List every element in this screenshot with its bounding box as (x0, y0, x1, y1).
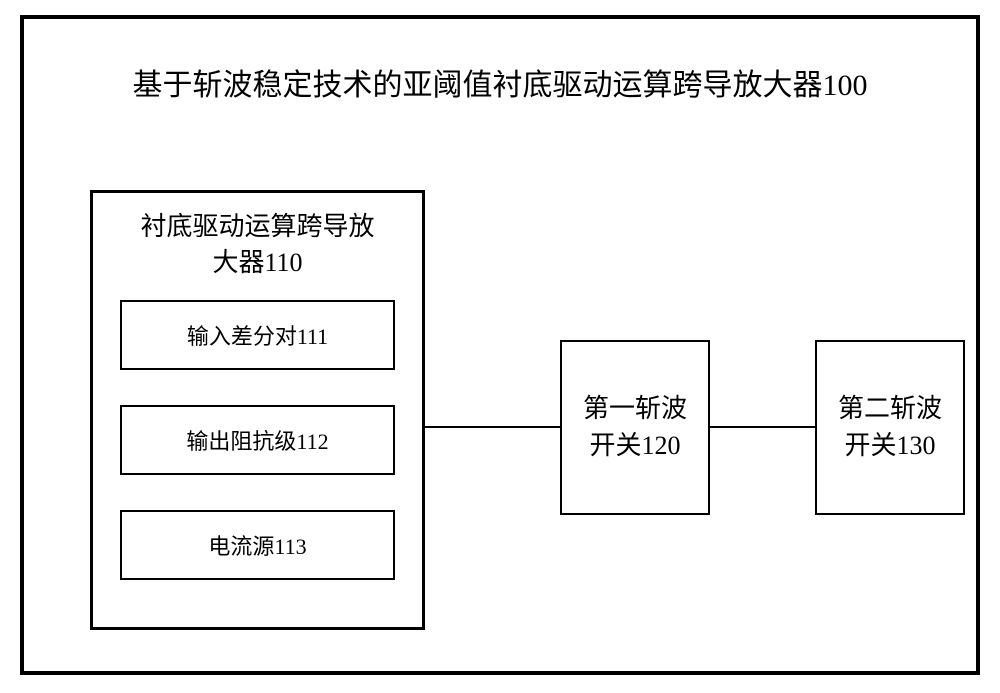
sub-block-111-text: 输入差分对111 (187, 319, 328, 351)
chopper-switch-2-text: 第二斩波 开关130 (838, 391, 942, 464)
diagram-title: 基于斩波稳定技术的亚阈值衬底驱动运算跨导放大器100 (60, 60, 940, 104)
main-block-header: 衬底驱动运算跨导放 大器110 (100, 205, 415, 285)
chopper-switch-2: 第二斩波 开关130 (815, 340, 965, 515)
sub-block-111: 输入差分对111 (120, 300, 395, 370)
sub-block-112: 输出阻抗级112 (120, 405, 395, 475)
chopper-switch-1: 第一斩波 开关120 (560, 340, 710, 515)
connector-2 (710, 426, 815, 428)
connector-1 (425, 426, 560, 428)
sub-block-113-text: 电流源113 (208, 529, 306, 561)
chopper-switch-1-text: 第一斩波 开关120 (583, 391, 687, 464)
main-block-header-text: 衬底驱动运算跨导放 大器110 (140, 209, 374, 282)
sub-block-112-text: 输出阻抗级112 (186, 424, 328, 456)
sub-block-113: 电流源113 (120, 510, 395, 580)
